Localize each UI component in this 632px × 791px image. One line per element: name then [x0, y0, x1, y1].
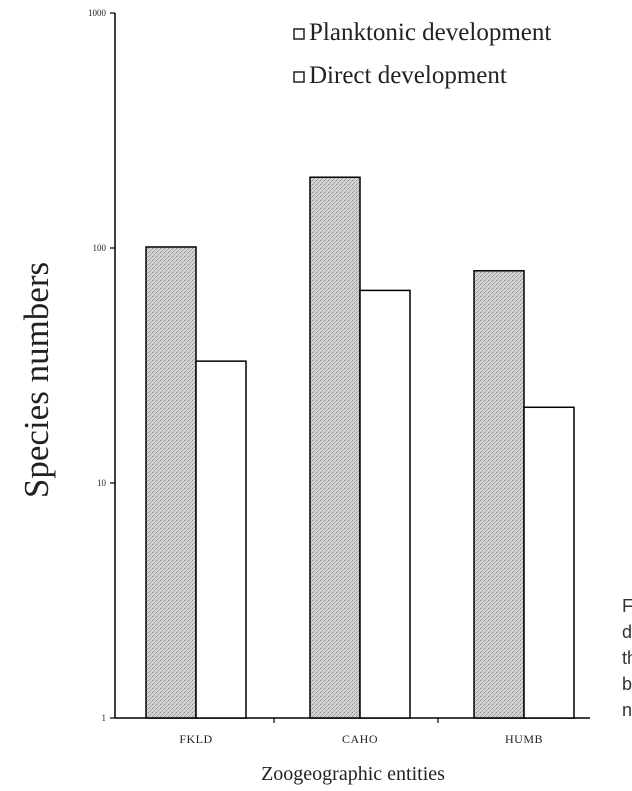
x-category-label: HUMB: [505, 732, 543, 746]
legend: Planktonic development Direct developmen…: [293, 19, 551, 89]
y-tick-label: 10: [97, 478, 107, 488]
x-category-label: FKLD: [179, 732, 212, 746]
side-text-line-1: F: [622, 596, 632, 616]
bar-planktonic-fkld: [145, 246, 197, 719]
bar-planktonic-humb: [473, 270, 525, 719]
side-text-line-4: b: [622, 674, 632, 694]
legend-label-planktonic: Planktonic development: [309, 19, 551, 46]
y-tick-label: 1: [102, 713, 107, 723]
x-ticks: FKLD CAHO HUMB: [179, 718, 543, 746]
x-axis-label: Zoogeographic entities: [261, 763, 445, 785]
bar-direct-humb: [523, 406, 575, 719]
bar-planktonic-caho: [309, 176, 361, 719]
legend-swatch-planktonic: [293, 28, 305, 40]
side-text-line-2: d: [622, 622, 632, 642]
side-text-line-5: n: [622, 700, 632, 720]
side-text-fragment: F d th b n: [622, 596, 632, 720]
y-tick-label: 1000: [88, 8, 107, 18]
y-axis-label: Species numbers: [17, 262, 56, 498]
bars: [145, 176, 575, 719]
legend-swatch-direct: [293, 71, 305, 83]
y-tick-label: 100: [93, 243, 107, 253]
bar-direct-caho: [359, 289, 411, 719]
side-text-line-3: th: [622, 648, 632, 668]
x-category-label: CAHO: [342, 732, 378, 746]
y-ticks: 1 10 100 1000: [88, 8, 115, 723]
legend-label-direct: Direct development: [309, 62, 507, 89]
bar-direct-fkld: [195, 360, 247, 719]
